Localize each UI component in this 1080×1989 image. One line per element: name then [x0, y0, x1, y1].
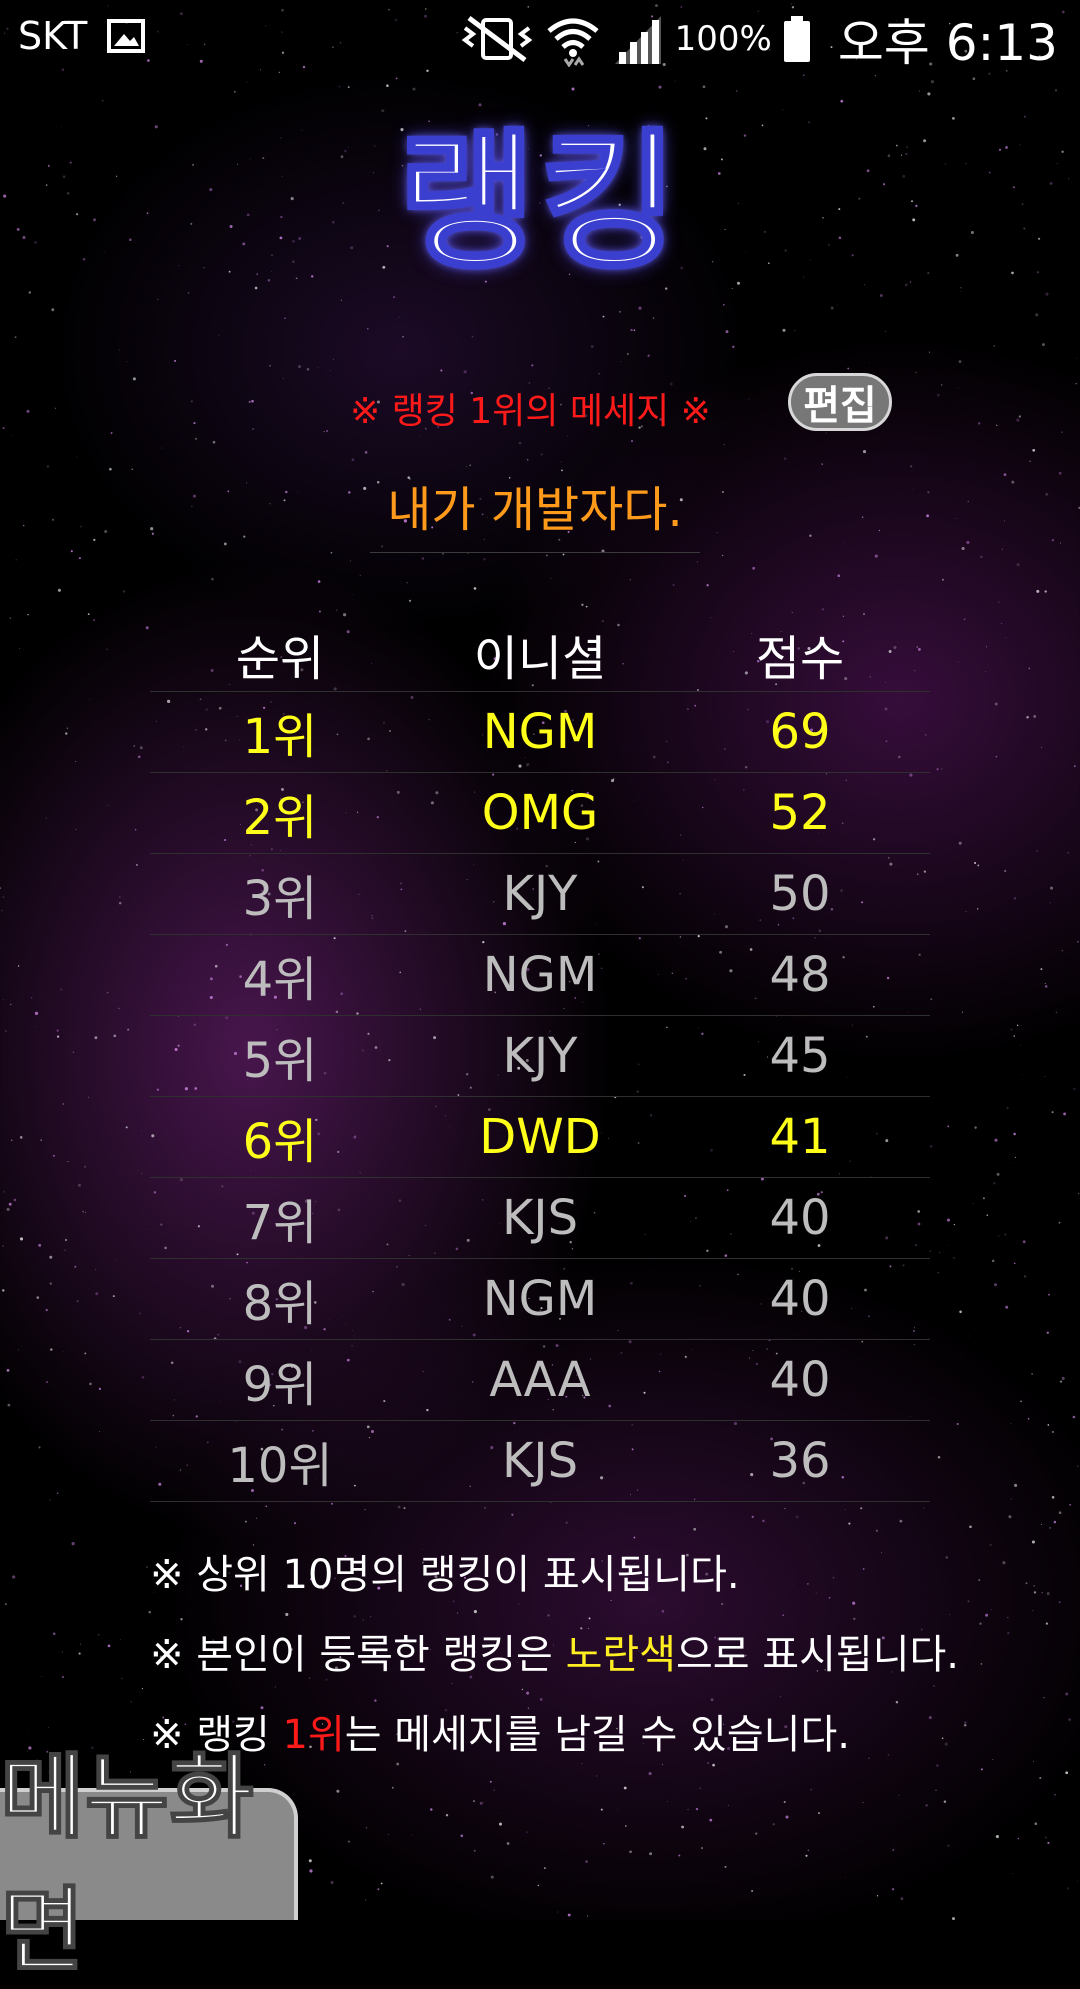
page-title: 랭킹	[396, 116, 682, 290]
clock: 오후 6:13	[837, 14, 1058, 72]
ranking-table: 순위 이니셜 점수 1위 NGM 69 2위 OMG 52 3위 KJY 50 4위 NGM 48 5위…	[150, 616, 930, 1502]
rank-cell: 9위	[242, 1357, 318, 1413]
initials-cell: DWD	[479, 1109, 601, 1165]
table-row: 9위 AAA 40	[150, 1340, 930, 1421]
notes: ※ 상위 10명의 랭킹이 표시됩니다. ※ 본인이 등록한 랭킹은 노란색으로…	[150, 1545, 959, 1785]
battery-percent: 100%	[674, 19, 772, 59]
rank-cell: 4위	[242, 952, 318, 1008]
score-cell: 41	[769, 1109, 831, 1165]
carrier-label: SKT	[18, 14, 88, 58]
note-yellow: ※ 본인이 등록한 랭킹은 노란색으로 표시됩니다.	[150, 1625, 959, 1705]
score-cell: 40	[769, 1271, 831, 1327]
score-cell: 40	[769, 1352, 831, 1408]
rank-cell: 2위	[242, 790, 318, 846]
table-row: 10위 KJS 36	[150, 1421, 930, 1502]
table-row: 8위 NGM 40	[150, 1259, 930, 1340]
score-cell: 40	[769, 1190, 831, 1246]
initials-cell: NGM	[482, 704, 598, 760]
note-yellow-suffix: 으로 표시됩니다.	[675, 1632, 960, 1678]
table-row: 5위 KJY 45	[150, 1016, 930, 1097]
initials-cell: KJS	[501, 1433, 579, 1489]
initials-cell: KJS	[501, 1190, 579, 1246]
status-bar: SKT 100% 오후 6:13	[0, 0, 1080, 78]
initials-cell: NGM	[482, 947, 598, 1003]
champion-message: 내가 개발자다.	[370, 470, 700, 553]
table-row: 6위 DWD 41	[150, 1097, 930, 1178]
table-row: 3위 KJY 50	[150, 854, 930, 935]
battery-icon	[783, 16, 810, 62]
signal-icon	[614, 16, 661, 64]
score-cell: 69	[769, 704, 831, 760]
rank-cell: 6위	[242, 1114, 318, 1170]
initials-cell: AAA	[489, 1352, 591, 1408]
rank-cell: 10위	[227, 1438, 333, 1494]
score-cell: 50	[769, 866, 831, 922]
initials-cell: NGM	[482, 1271, 598, 1327]
note-first-highlight: 1위	[282, 1712, 345, 1758]
rank-cell: 3위	[242, 871, 318, 927]
table-row: 1위 NGM 69	[150, 692, 930, 773]
wifi-icon	[547, 18, 599, 67]
note-first-message: ※ 랭킹 1위는 메세지를 남길 수 있습니다.	[150, 1705, 959, 1785]
note-yellow-highlight: 노란색	[565, 1632, 676, 1678]
initials-cell: KJY	[502, 866, 578, 922]
initials-cell: KJY	[502, 1028, 578, 1084]
table-row: 7위 KJS 40	[150, 1178, 930, 1259]
table-row: 4위 NGM 48	[150, 935, 930, 1016]
note-yellow-prefix: ※ 본인이 등록한 랭킹은	[150, 1632, 566, 1678]
header-score: 점수	[755, 630, 845, 687]
mute-vibrate-icon	[461, 16, 532, 62]
header-rank: 순위	[235, 630, 325, 687]
note-first-suffix: 는 메세지를 남길 수 있습니다.	[344, 1712, 850, 1758]
note-top10: ※ 상위 10명의 랭킹이 표시됩니다.	[150, 1552, 740, 1598]
image-icon	[107, 19, 145, 53]
score-cell: 36	[769, 1433, 831, 1489]
score-cell: 48	[769, 947, 831, 1003]
score-cell: 52	[769, 785, 831, 841]
rank-cell: 7위	[242, 1195, 318, 1251]
score-cell: 45	[769, 1028, 831, 1084]
table-header: 순위 이니셜 점수	[150, 616, 930, 692]
note-first-prefix: ※ 랭킹	[150, 1712, 283, 1758]
rank-cell: 5위	[242, 1033, 318, 1089]
initials-cell: OMG	[481, 785, 599, 841]
menu-screen-button[interactable]: 메뉴화면	[0, 1743, 298, 1985]
edit-message-button[interactable]: 편집	[788, 373, 892, 431]
rank-cell: 8위	[242, 1276, 318, 1332]
rank-cell: 1위	[242, 709, 318, 765]
header-initials: 이니셜	[473, 630, 607, 687]
champion-message-label: ※ 랭킹 1위의 메세지 ※	[350, 391, 711, 432]
table-row: 2위 OMG 52	[150, 773, 930, 854]
